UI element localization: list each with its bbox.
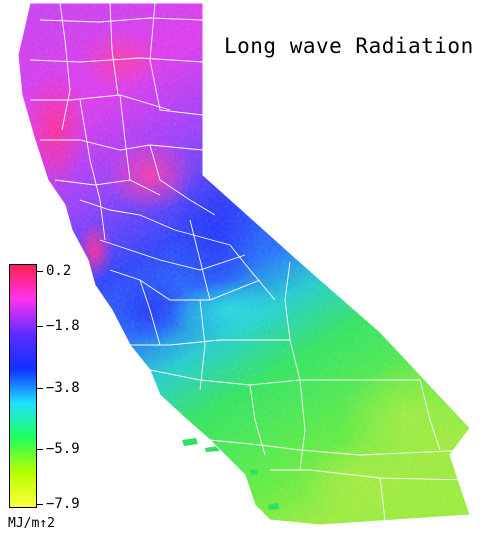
- map-title: Long wave Radiation: [224, 34, 474, 58]
- legend-tick-4: [37, 449, 43, 450]
- legend-label-max: 0.2: [46, 263, 72, 279]
- legend-label-min: −7.9: [46, 496, 80, 512]
- legend-tick-2: [37, 326, 43, 327]
- color-scale-bar: [9, 264, 37, 508]
- legend-label-4: −5.9: [46, 441, 80, 457]
- islands: [182, 438, 279, 510]
- legend-tick-1: [37, 271, 43, 272]
- county-borders: [29, 3, 470, 521]
- legend-label-2: −1.8: [46, 318, 80, 334]
- legend-units: MJ/m↑2: [8, 516, 55, 531]
- state-outline: [17, 2, 471, 526]
- legend-label-3: −3.8: [46, 380, 80, 396]
- legend-tick-5: [37, 504, 43, 505]
- legend-tick-3: [37, 388, 43, 389]
